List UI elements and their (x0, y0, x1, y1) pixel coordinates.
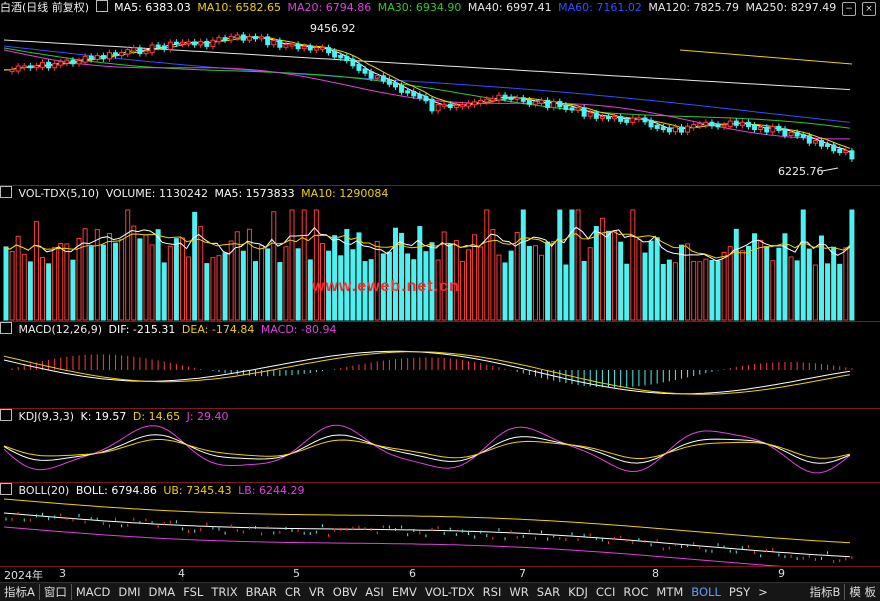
boll-title: BOLL(20) (18, 484, 70, 497)
macd-header: MACD(12,26,9) DIF: -215.31 DEA: -174.84 … (0, 322, 339, 336)
tab-mtm[interactable]: MTM (656, 585, 684, 599)
ma30-label: MA30: 6934.90 (377, 1, 462, 14)
axis-month-4: 4 (178, 567, 185, 580)
axis-year-label: 2024年 (4, 569, 43, 582)
tab-roc[interactable]: ROC (623, 585, 649, 599)
tab-cr[interactable]: CR (284, 585, 301, 599)
tab-fsl[interactable]: FSL (183, 585, 204, 599)
kdj-title: KDJ(9,3,3) (18, 410, 75, 423)
right-tab-group: 指标B 模 板 (805, 583, 880, 601)
d-label: D: 14.65 (132, 410, 181, 423)
ma60-label: MA60: 7161.02 (558, 1, 642, 14)
tab-kdj[interactable]: KDJ (568, 585, 588, 599)
ma250-label: MA250: 8297.49 (745, 1, 837, 14)
macd-panel[interactable]: MACD(12,26,9) DIF: -215.31 DEA: -174.84 … (0, 322, 880, 408)
kdj-panel[interactable]: KDJ(9,3,3) K: 19.57 D: 14.65 J: 29.40 (0, 409, 880, 482)
kdj-header: KDJ(9,3,3) K: 19.57 D: 14.65 J: 29.40 (0, 409, 232, 423)
indicator-settings-icon[interactable] (0, 483, 12, 495)
vol-ma10-label: MA10: 1290084 (301, 187, 389, 200)
tab-next-arrow[interactable]: > (758, 585, 768, 599)
tab-rsi[interactable]: RSI (482, 585, 502, 599)
tab-brar[interactable]: BRAR (245, 585, 277, 599)
high-price-label: 9456.92 (310, 22, 356, 35)
vol-ma5-label: MA5: 1573833 (214, 187, 295, 200)
macd-chart (3, 350, 853, 395)
price-panel[interactable]: 白酒(日线 前复权) MA5: 6383.03 MA10: 6582.65 MA… (0, 0, 880, 184)
time-axis: 2024年 3 4 5 6 7 8 9 (0, 566, 880, 582)
vol-title: VOL-TDX(5,10) (18, 187, 100, 200)
watermark-text: www.eweb.net.cn (312, 278, 460, 295)
volume-panel[interactable]: VOL-TDX(5,10) VOLUME: 1130242 MA5: 15738… (0, 186, 880, 321)
ma5-label: MA5: 6383.03 (114, 1, 191, 14)
tab-indicator-b[interactable]: 指标B (805, 584, 846, 600)
tab-dmi[interactable]: DMI (118, 585, 141, 599)
boll-header: BOLL(20) BOLL: 6794.86 UB: 7345.43 LB: 6… (0, 483, 308, 497)
price-chart (3, 31, 855, 172)
chart-title: 白酒(日线 前复权) (0, 1, 90, 14)
kdj-chart (3, 424, 851, 474)
indicator-tab-bar: 指标A 窗口 MACD DMI DMA FSL TRIX BRAR CR VR OBV ASI EMV V… (0, 582, 880, 601)
volume-header: VOL-TDX(5,10) VOLUME: 1130242 MA5: 15738… (0, 186, 391, 200)
boll-lb-label: LB: 6244.29 (238, 484, 305, 497)
ma40-label: MA40: 6997.41 (467, 1, 552, 14)
macd-title: MACD(12,26,9) (18, 323, 103, 336)
axis-month-3: 3 (59, 567, 66, 580)
indicator-settings-icon[interactable] (0, 186, 12, 198)
j-label: J: 29.40 (186, 410, 229, 423)
ma120-label: MA120: 7825.79 (648, 1, 740, 14)
window-controls: − × (842, 2, 876, 16)
dea-label: DEA: -174.84 (181, 323, 255, 336)
ma20-label: MA20: 6794.86 (287, 1, 372, 14)
tab-macd[interactable]: MACD (75, 585, 111, 599)
tab-template[interactable]: 模 板 (849, 585, 876, 599)
tab-vol-tdx[interactable]: VOL-TDX (424, 585, 475, 599)
volume-chart (3, 209, 855, 321)
boll-chart (3, 498, 853, 566)
tab-trix[interactable]: TRIX (211, 585, 238, 599)
k-label: K: 19.57 (80, 410, 127, 423)
volume-value-label: VOLUME: 1130242 (105, 187, 208, 200)
tab-cci[interactable]: CCI (595, 585, 616, 599)
axis-month-8: 8 (652, 567, 659, 580)
tab-boll[interactable]: BOLL (691, 585, 721, 599)
minimize-icon[interactable]: − (842, 2, 856, 16)
tab-dma[interactable]: DMA (148, 585, 176, 599)
ma10-label: MA10: 6582.65 (197, 1, 282, 14)
tab-vr[interactable]: VR (308, 585, 325, 599)
boll-ub-label: UB: 7345.43 (163, 484, 232, 497)
tab-window[interactable]: 窗口 (40, 584, 72, 600)
low-price-label: 6225.76 (778, 165, 824, 178)
axis-month-7: 7 (519, 567, 526, 580)
tab-psy[interactable]: PSY (728, 585, 751, 599)
indicator-settings-icon[interactable] (0, 322, 12, 334)
macd-value-label: MACD: -80.94 (260, 323, 337, 336)
ma-settings-icon[interactable] (95, 0, 108, 12)
close-icon[interactable]: × (862, 2, 876, 16)
indicator-settings-icon[interactable] (0, 409, 12, 421)
boll-panel[interactable]: BOLL(20) BOLL: 6794.86 UB: 7345.43 LB: 6… (0, 483, 880, 566)
dif-label: DIF: -215.31 (108, 323, 176, 336)
price-header: 白酒(日线 前复权) MA5: 6383.03 MA10: 6582.65 MA… (0, 0, 839, 14)
tab-obv[interactable]: OBV (332, 585, 358, 599)
tab-sar[interactable]: SAR (536, 585, 561, 599)
tab-asi[interactable]: ASI (365, 585, 384, 599)
boll-mid-label: BOLL: 6794.86 (75, 484, 157, 497)
axis-month-6: 6 (409, 567, 416, 580)
tab-wr[interactable]: WR (509, 585, 529, 599)
axis-month-9: 9 (778, 567, 785, 580)
tab-indicator-a[interactable]: 指标A (0, 584, 40, 600)
axis-month-5: 5 (293, 567, 300, 580)
tab-emv[interactable]: EMV (391, 585, 417, 599)
